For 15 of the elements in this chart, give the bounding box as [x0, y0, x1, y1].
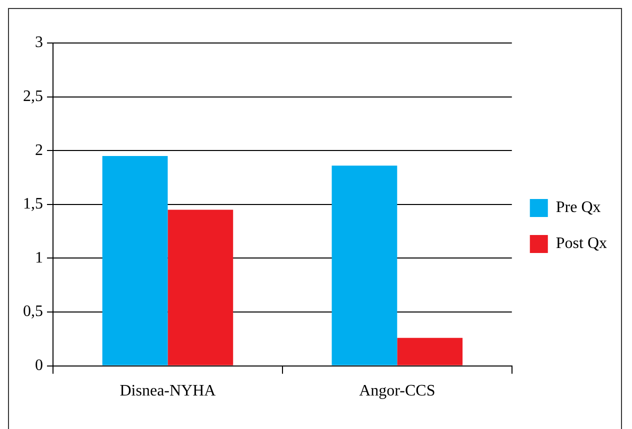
bar [332, 166, 398, 366]
bar [168, 210, 234, 366]
y-tick-label: 0,5 [23, 303, 43, 320]
y-tick-label: 1,5 [23, 196, 43, 213]
x-tick-label: Disnea-NYHA [120, 382, 216, 400]
bar [397, 338, 463, 366]
legend-label: Post Qx [556, 235, 607, 252]
bar [102, 156, 168, 366]
legend-label: Pre Qx [556, 199, 601, 216]
y-tick-label: 3 [35, 34, 43, 52]
y-tick-label: 0 [35, 357, 43, 374]
y-tick-label: 2,5 [23, 88, 43, 106]
y-tick-label: 1 [35, 249, 43, 266]
x-tick-label: Angor-CCS [359, 382, 436, 400]
y-tick-label: 2 [35, 142, 43, 159]
